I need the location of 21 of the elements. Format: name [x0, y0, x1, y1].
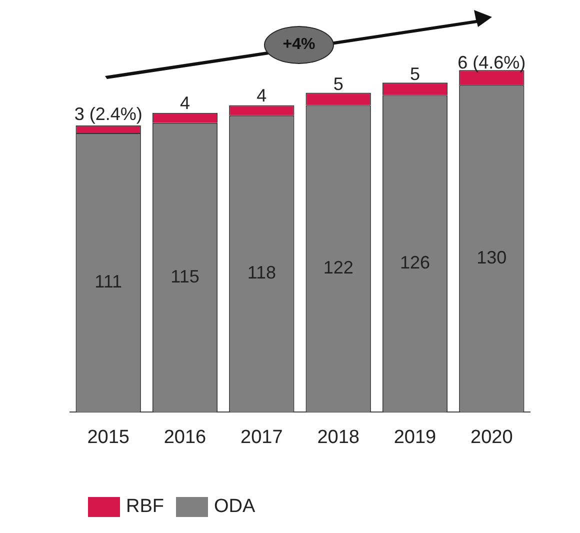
x-tick-label: 2015 — [87, 426, 130, 448]
data-label: 5 — [333, 74, 344, 94]
x-tick-label: 2017 — [240, 426, 283, 448]
data-label: 122 — [323, 258, 354, 278]
data-label: 6 (4.6%) — [458, 52, 526, 73]
x-tick-label: 2020 — [470, 426, 513, 448]
data-label: 115 — [170, 266, 200, 287]
data-label: 130 — [476, 248, 507, 268]
data-label: 4 — [180, 92, 190, 113]
text: +4% — [264, 26, 334, 64]
data-label: 111 — [94, 272, 122, 292]
x-tick-label: 2019 — [394, 426, 436, 448]
data-label: 126 — [400, 252, 430, 273]
x-tick-label: 2018 — [317, 426, 360, 448]
x-tick-label: 2016 — [164, 426, 206, 448]
data-label: 3 (2.4%) — [74, 104, 142, 124]
legend-label: RBF — [126, 496, 164, 518]
data-label: 4 — [256, 85, 267, 106]
data-label: 118 — [247, 262, 276, 283]
data-label: 5 — [410, 64, 420, 84]
legend-label: ODA — [214, 496, 256, 518]
